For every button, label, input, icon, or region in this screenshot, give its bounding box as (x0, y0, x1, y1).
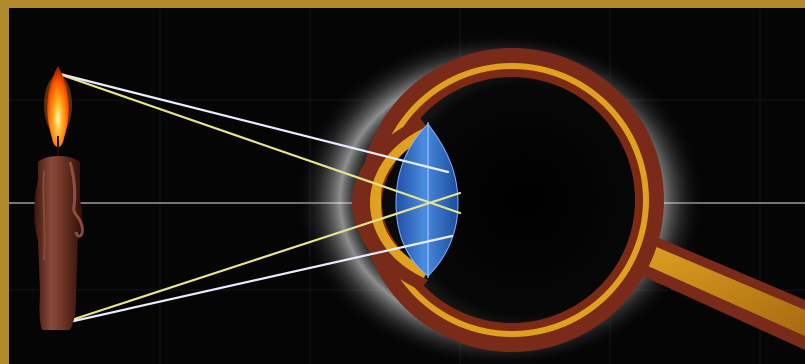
ray-bottom-yellow (54, 191, 462, 327)
eye-icon (295, 32, 805, 364)
optic-nerve (630, 240, 805, 336)
wax-drip (68, 161, 84, 238)
ray-bottom-white (54, 234, 454, 327)
candle-body (34, 156, 83, 330)
cornea-outer (352, 118, 428, 290)
light-rays (54, 71, 462, 327)
flame-icon (47, 66, 69, 147)
eye-interior (389, 77, 635, 323)
ray-top-white (54, 71, 450, 174)
cornea-gold (370, 128, 428, 278)
ray-top-yellow (54, 71, 462, 215)
candle-icon (34, 66, 84, 330)
wax-highlight (42, 169, 46, 261)
